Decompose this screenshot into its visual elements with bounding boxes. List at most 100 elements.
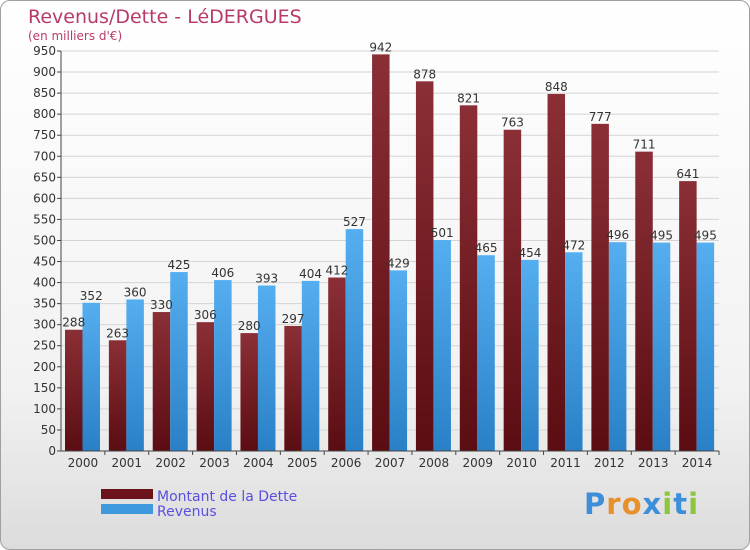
debt-bar xyxy=(284,325,302,451)
y-tick-label: 50 xyxy=(41,423,56,437)
debt-bar xyxy=(503,129,522,451)
debt-bar xyxy=(635,151,653,451)
y-tick-label: 750 xyxy=(33,128,56,142)
y-tick-label: 650 xyxy=(33,170,56,184)
debt-bar xyxy=(328,277,346,451)
debt-bar xyxy=(65,329,83,451)
legend-label-revenue: Revenus xyxy=(157,504,217,520)
debt-value-label: 263 xyxy=(106,326,129,340)
logo-letter: P xyxy=(584,487,607,521)
y-tick-label: 450 xyxy=(33,255,56,269)
debt-bar xyxy=(108,340,127,451)
debt-value-label: 878 xyxy=(413,67,436,81)
revenue-bar xyxy=(257,285,276,451)
x-tick-label: 2001 xyxy=(112,456,143,470)
y-tick-label: 0 xyxy=(48,444,56,458)
revenue-value-label: 527 xyxy=(343,215,366,229)
x-tick-label: 2012 xyxy=(594,456,625,470)
debt-value-label: 821 xyxy=(457,91,480,105)
x-tick-label: 2007 xyxy=(375,456,406,470)
proxiti-logo: Proxiti xyxy=(584,487,699,521)
logo-letter: x xyxy=(642,487,663,521)
x-tick-label: 2009 xyxy=(462,456,493,470)
debt-bar xyxy=(240,333,258,451)
y-tick-label: 300 xyxy=(33,318,56,332)
revenue-bar xyxy=(521,259,539,451)
debt-bar xyxy=(547,93,566,452)
revenue-value-label: 393 xyxy=(255,272,278,286)
debt-value-label: 412 xyxy=(325,264,348,278)
y-tick-label: 700 xyxy=(33,149,56,163)
revenue-bar xyxy=(389,270,408,451)
debt-value-label: 297 xyxy=(282,312,305,326)
revenue-value-label: 495 xyxy=(694,229,717,243)
chart-subtitle: (en milliers d'€) xyxy=(28,29,123,43)
x-tick-label: 2002 xyxy=(155,456,186,470)
x-tick-label: 2011 xyxy=(550,456,581,470)
debt-bar xyxy=(415,81,434,451)
logo-letter: i xyxy=(688,487,700,521)
y-tick-label: 200 xyxy=(33,360,56,374)
legend-item-revenue: Revenus xyxy=(101,504,217,520)
revenue-value-label: 352 xyxy=(80,289,103,303)
y-tick-label: 950 xyxy=(33,44,56,58)
revenue-value-label: 501 xyxy=(431,226,454,240)
revenue-value-label: 465 xyxy=(475,241,498,255)
debt-bar xyxy=(152,312,171,451)
revenue-value-label: 495 xyxy=(650,229,673,243)
debt-value-label: 288 xyxy=(62,316,85,330)
debt-value-label: 777 xyxy=(589,110,612,124)
revenue-bar xyxy=(477,255,495,451)
legend-item-debt: Montant de la Dette xyxy=(101,489,297,505)
x-tick-label: 2000 xyxy=(68,456,99,470)
revenue-value-label: 454 xyxy=(518,246,541,260)
revenue-value-label: 406 xyxy=(211,266,234,280)
y-tick-label: 400 xyxy=(33,276,56,290)
x-tick-label: 2005 xyxy=(287,456,318,470)
revenue-value-label: 425 xyxy=(168,258,191,272)
debt-value-label: 711 xyxy=(633,138,656,152)
revenue-bar xyxy=(301,280,320,451)
debt-bar xyxy=(679,181,697,451)
debt-value-label: 942 xyxy=(369,40,392,54)
y-tick-label: 500 xyxy=(33,233,56,247)
revenue-bar xyxy=(652,242,671,451)
revenue-value-label: 404 xyxy=(299,267,322,281)
revenue-value-label: 360 xyxy=(124,285,147,299)
axes: 0 50 100 150 200 250 300 350 400 450 500 550 600 650 7… xyxy=(33,44,720,470)
revenue-bar xyxy=(126,299,144,451)
x-tick-label: 2004 xyxy=(243,456,274,470)
y-tick-label: 600 xyxy=(33,191,56,205)
revenue-bar xyxy=(608,242,627,451)
debt-value-label: 306 xyxy=(194,308,217,322)
legend-swatch-debt xyxy=(101,489,153,499)
debt-value-label: 641 xyxy=(676,167,699,181)
logo-letter: r xyxy=(606,487,622,521)
debt-value-label: 280 xyxy=(238,319,261,333)
x-tick-label: 2013 xyxy=(638,456,669,470)
revenue-bar xyxy=(214,280,232,451)
x-tick-label: 2003 xyxy=(199,456,230,470)
debt-value-label: 848 xyxy=(545,80,568,94)
revenue-value-label: 472 xyxy=(562,238,585,252)
y-tick-label: 850 xyxy=(33,86,56,100)
y-tick-label: 150 xyxy=(33,381,56,395)
y-tick-label: 100 xyxy=(33,402,56,416)
debt-bar xyxy=(459,105,478,451)
revenue-value-label: 496 xyxy=(606,228,629,242)
y-tick-label: 250 xyxy=(33,339,56,353)
y-tick-label: 900 xyxy=(33,65,56,79)
y-tick-label: 800 xyxy=(33,107,56,121)
x-tick-label: 2008 xyxy=(419,456,450,470)
logo-letter: i xyxy=(662,487,674,521)
x-tick-label: 2014 xyxy=(682,456,713,470)
y-tick-label: 550 xyxy=(33,212,56,226)
revenue-value-label: 429 xyxy=(387,256,410,270)
x-tick-label: 2010 xyxy=(506,456,537,470)
logo-letter: t xyxy=(673,487,689,521)
revenue-bar xyxy=(345,229,364,451)
logo-letter: o xyxy=(621,487,643,521)
debt-bar xyxy=(196,322,215,451)
